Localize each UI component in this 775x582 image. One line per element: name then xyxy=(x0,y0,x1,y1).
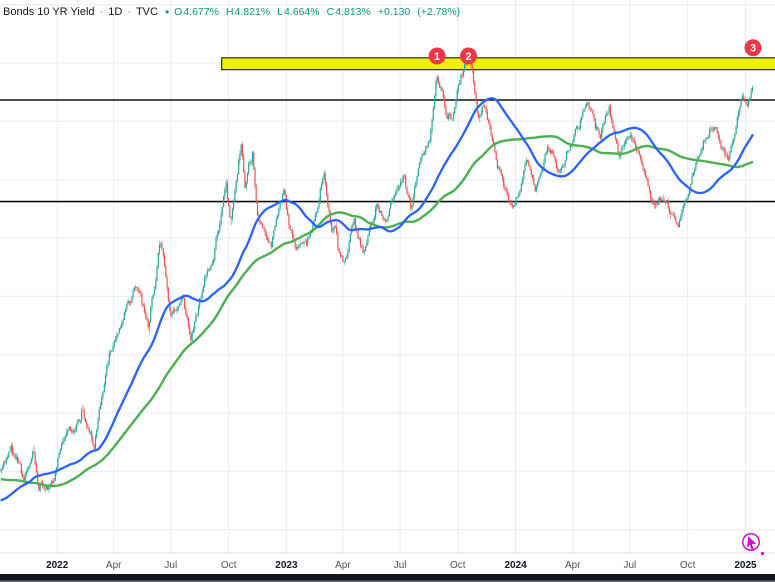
resistance-zone[interactable] xyxy=(221,57,775,71)
interval-value[interactable]: 1D xyxy=(108,6,123,18)
time-axis-label: Jul xyxy=(394,560,407,571)
bottom-toolbar-strip xyxy=(0,574,775,582)
market-status-icon: • xyxy=(164,5,170,19)
svg-text:1: 1 xyxy=(434,51,440,63)
time-axis-label: 2025 xyxy=(734,560,757,571)
time-axis-label: 2024 xyxy=(504,560,527,571)
drawing-cursor-icon xyxy=(740,531,767,563)
low-label: L xyxy=(277,6,283,18)
svg-text:3: 3 xyxy=(750,43,756,55)
time-axis-label: 2023 xyxy=(275,560,298,571)
annotation-marker-1[interactable]: 1 xyxy=(428,47,446,65)
annotation-marker-3[interactable]: 3 xyxy=(744,39,762,57)
time-axis-label: Jul xyxy=(624,560,637,571)
time-axis-label: Jul xyxy=(164,560,177,571)
time-axis-label: Oct xyxy=(450,560,466,571)
grid xyxy=(0,0,775,553)
open-value: 4.677% xyxy=(183,6,219,18)
time-axis-label: Oct xyxy=(680,560,696,571)
symbol-title[interactable]: Bonds 10 YR Yield xyxy=(3,6,95,18)
change-value: +0.130 xyxy=(377,6,411,18)
time-axis[interactable]: 2022 Apr Jul Oct 2023 Apr Jul Oct 2024 Apr Jul Oct 2… xyxy=(0,552,775,574)
annotation-marker-2[interactable]: 2 xyxy=(460,47,477,65)
legend-separator: · xyxy=(99,6,104,18)
sma-100-line[interactable] xyxy=(0,97,754,502)
time-axis-label: 2022 xyxy=(46,560,69,571)
time-axis-label: Apr xyxy=(335,560,351,571)
open-label: O xyxy=(174,6,183,18)
symbol-legend: Bonds 10 YR Yield · 1D · TVC • O 4.677% H… xyxy=(3,6,460,18)
svg-text:2: 2 xyxy=(465,51,471,63)
exchange-value[interactable]: TVC xyxy=(135,6,158,18)
time-axis-label: Apr xyxy=(106,560,122,571)
high-value: 4.821% xyxy=(234,6,271,18)
close-label: C xyxy=(326,6,335,18)
ohlc-readout: O 4.677% H 4.821% L 4.664% C 4.813% +0.130 (… xyxy=(174,6,460,18)
sma-200-line[interactable] xyxy=(0,135,754,488)
legend-separator: · xyxy=(127,6,131,18)
time-axis-label: Apr xyxy=(565,560,581,571)
high-label: H xyxy=(225,6,234,18)
close-value: 4.813% xyxy=(335,6,371,18)
time-axis-label: Oct xyxy=(221,560,237,571)
change-percent: (+2.78%) xyxy=(417,6,461,18)
candlestick-series xyxy=(0,51,753,494)
low-value: 4.664% xyxy=(284,6,320,18)
